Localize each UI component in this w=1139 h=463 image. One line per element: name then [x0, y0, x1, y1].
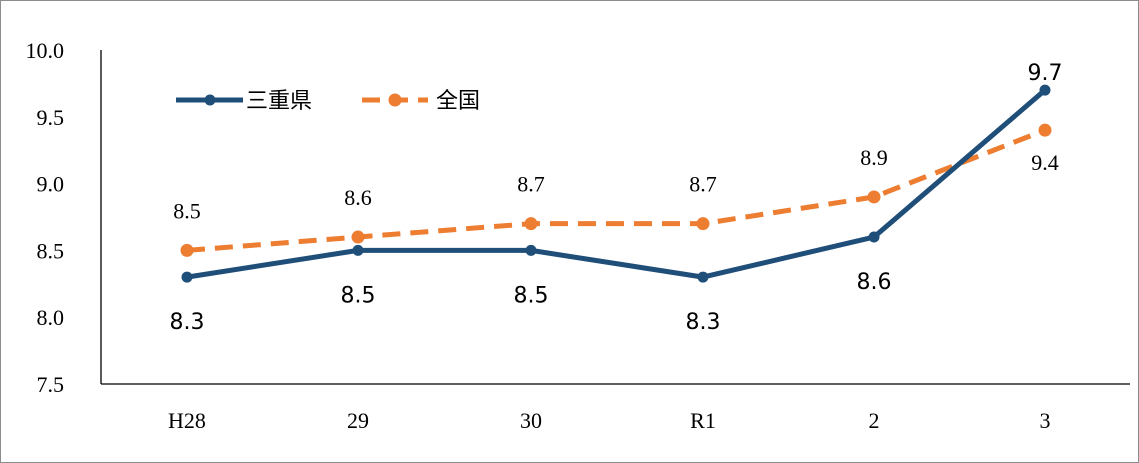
- data-point: [868, 231, 880, 243]
- data-point: [352, 244, 364, 256]
- data-point: [1038, 123, 1052, 137]
- data-label-national: 8.7: [689, 172, 717, 197]
- y-tick-label: 9.0: [37, 172, 65, 197]
- data-point: [524, 217, 538, 231]
- data-point: [180, 243, 194, 257]
- legend-marker-national: [388, 93, 402, 107]
- data-labels: 8.3 8.5 8.5 8.3 8.6 9.7 8.5 8.6 8.7 8.7 8.9 9.4: [170, 61, 1063, 335]
- x-tick-label: 29: [347, 408, 369, 433]
- data-point: [1039, 84, 1051, 96]
- data-label-mie: 8.6: [857, 270, 892, 295]
- data-label-mie: 8.3: [686, 310, 721, 335]
- data-point: [697, 271, 709, 283]
- data-label-mie: 8.3: [170, 310, 205, 335]
- x-axis: H28 29 30 R1 2 3: [101, 383, 1130, 433]
- data-point: [696, 217, 710, 231]
- data-label-national: 8.6: [344, 185, 372, 210]
- legend-marker-mie: [204, 94, 216, 106]
- x-tick-label: H28: [168, 408, 206, 433]
- x-tick-label: 3: [1040, 408, 1051, 433]
- y-tick-label: 8.5: [37, 238, 65, 263]
- data-point: [351, 230, 365, 244]
- data-point: [181, 271, 193, 283]
- series-line-mie: [186, 88, 1047, 280]
- data-label-national: 9.4: [1031, 150, 1059, 175]
- data-label-mie: 9.7: [1028, 61, 1063, 86]
- legend: 三重県 全国: [176, 89, 480, 114]
- x-tick-label: 30: [520, 408, 542, 433]
- data-label-national: 8.5: [173, 198, 201, 223]
- x-tick-label: R1: [690, 408, 716, 433]
- series-layer: [180, 84, 1052, 283]
- data-point: [867, 190, 881, 204]
- legend-label-mie: 三重県: [246, 89, 312, 114]
- legend-label-national: 全国: [436, 89, 480, 114]
- data-label-national: 8.9: [860, 145, 888, 170]
- x-tick-label: 2: [869, 408, 880, 433]
- y-tick-label: 7.5: [37, 372, 65, 397]
- y-axis: 7.5 8.0 8.5 9.0 9.5 10.0: [26, 38, 102, 397]
- y-tick-label: 9.5: [37, 105, 65, 130]
- data-point: [525, 244, 537, 256]
- data-label-national: 8.7: [517, 172, 545, 197]
- y-tick-label: 10.0: [26, 38, 65, 63]
- data-label-mie: 8.5: [514, 283, 549, 308]
- series-line-national: [186, 127, 1046, 253]
- data-label-mie: 8.5: [341, 283, 376, 308]
- y-tick-label: 8.0: [37, 305, 65, 330]
